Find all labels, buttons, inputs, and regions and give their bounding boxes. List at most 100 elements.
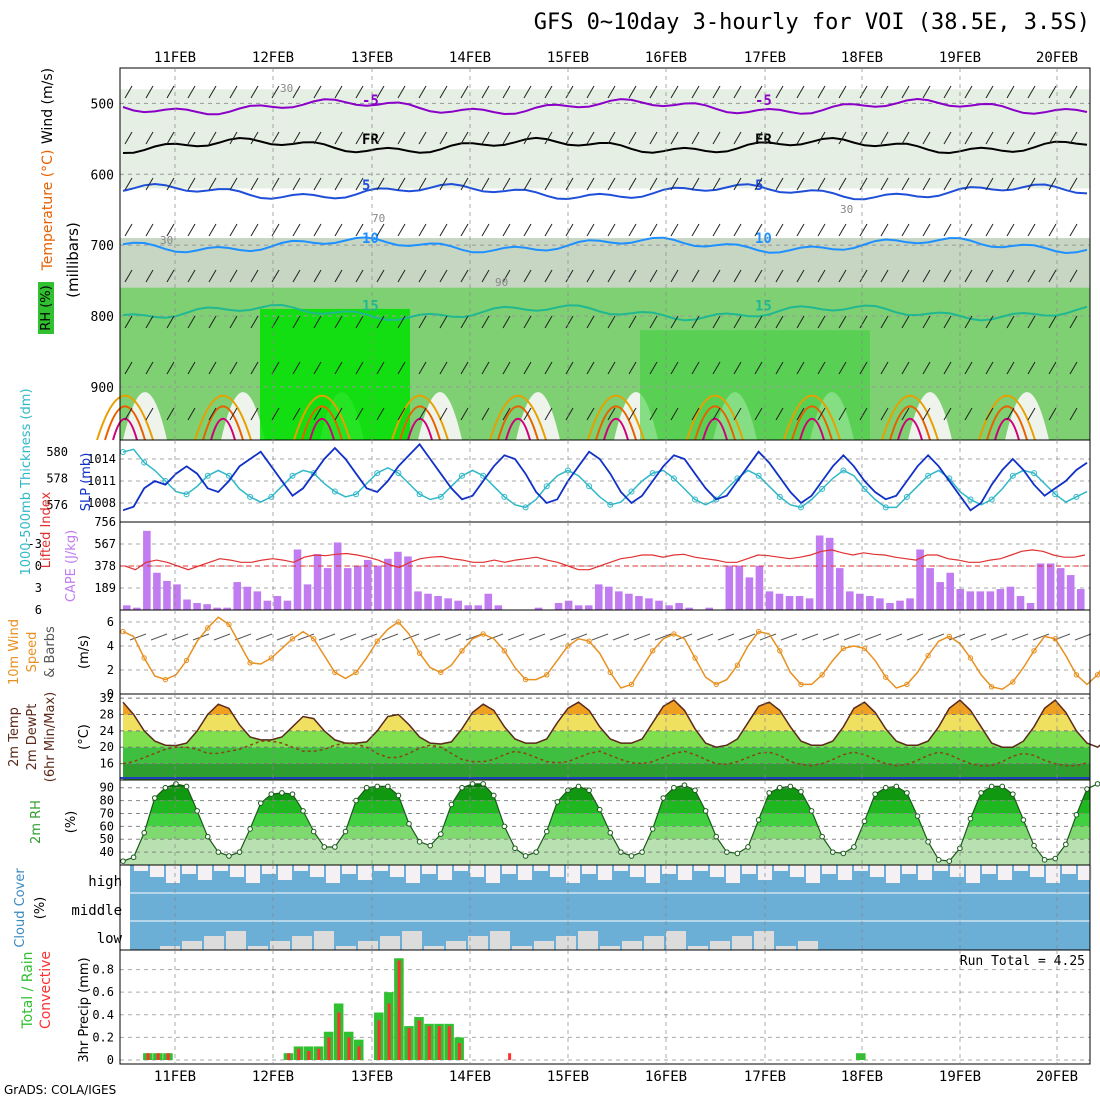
rh-marker [257,800,264,806]
li-tick-label: 6 [35,603,42,617]
wind-barb-10m [906,633,924,641]
cape-bar [143,530,151,610]
wind-speed-marker [1052,636,1058,642]
panel-frame [119,949,1091,1065]
wind-barb [313,131,322,145]
wind-barb [838,269,847,283]
isotherm-25-loop [694,405,736,441]
wind-barb [964,269,973,283]
cape-bar [1016,596,1025,610]
cloud-low-block [292,936,312,950]
thickness-marker [480,472,487,479]
rh-marker [459,784,465,791]
wind-barb-10m [885,633,903,641]
rh-marker [183,783,190,790]
cape-bar [765,591,774,610]
wind-barb [670,361,679,375]
isotherm-30-loop [309,418,335,441]
wind-barb [166,131,175,145]
date-label-top: 11FEB [154,50,196,66]
wind-barb [313,361,322,375]
wind-barb [481,269,490,283]
isotherm-20-loop [783,394,841,441]
wind-speed-marker [226,621,232,628]
wind-barb [166,269,175,283]
slp-tick-label: 1011 [87,474,116,488]
wind-barb [334,85,343,99]
cape-bar [735,565,744,610]
temp-tick-label: 28 [100,707,114,721]
cape-bar [755,565,764,610]
rh-marker [745,844,751,850]
wind-speed-marker [289,636,296,642]
wind-tick-label: 2 [107,663,114,677]
wind-barb [523,223,532,237]
thickness-marker [416,491,423,498]
isotherm-line [122,303,1088,322]
precip-total-bar [856,1053,866,1060]
rh-marker [1031,842,1037,849]
cloud-high-block [662,865,676,874]
wind-barb [838,361,847,375]
cape-bar [183,599,191,610]
wind-barb [1069,315,1078,329]
wind-barb [229,361,238,375]
wind-barb [733,177,742,191]
cape-bar [233,582,242,610]
cape-bar [725,565,734,610]
wind-barb [817,177,826,191]
wind-speed-marker [628,681,635,688]
wind-barb [565,85,574,99]
pressure-tick-label: 900 [91,381,114,396]
cape-bar [444,598,452,610]
li-tick-label: -3 [28,537,42,551]
wind-barb [1048,223,1057,237]
wind-barb-10m [129,633,147,641]
wind-barb [1027,269,1036,283]
wind-barb [712,223,721,237]
wind-barb [922,361,931,375]
precip-convective-bar [146,1053,150,1060]
wind-barb [901,131,910,145]
wind-barb-10m [654,633,672,641]
wind-barb [502,269,511,283]
cloud-high-block [1046,865,1060,883]
precip-tick-label: 0 [107,1053,114,1067]
cape-bar [1026,603,1035,610]
cloud-high-block [390,865,404,877]
wind-barb [208,85,217,99]
rh-marker [671,784,677,791]
wind-barb [1069,361,1078,375]
rh-marker [279,790,285,796]
wind-barb [460,177,469,191]
wind-barb [502,407,511,421]
cape-axis-label: CAPE (J/kg) [64,530,79,602]
pressure-tick-label: 700 [91,239,114,254]
wind-barb [1006,131,1015,145]
wind-barb [1069,407,1078,421]
cloud-high-block [374,865,388,871]
wind-barb [292,85,301,99]
rh-marker [1010,791,1016,797]
wind-barb [880,223,889,237]
wind-barb [838,223,847,237]
wind-barb [397,315,406,329]
wind-barb [754,131,763,145]
cape-bar [163,580,171,610]
temp-unit-label: (°C) [77,724,92,750]
cloud-high-block [422,865,436,874]
rh-marker [808,808,815,814]
wind-barb [943,85,952,99]
wind-barb [1027,131,1036,145]
cloud-unit-label: (%) [33,897,48,920]
wind-barb [460,315,469,329]
cape-bar [645,598,653,610]
wind-barb-10m [1011,633,1029,641]
wind-barb [985,407,994,421]
isotherm-25-loop [497,405,539,441]
wind-barb [292,223,301,237]
wind-barb [439,85,448,99]
cape-bar [414,591,422,610]
wind-barb [355,131,364,145]
wind-barb [901,361,910,375]
